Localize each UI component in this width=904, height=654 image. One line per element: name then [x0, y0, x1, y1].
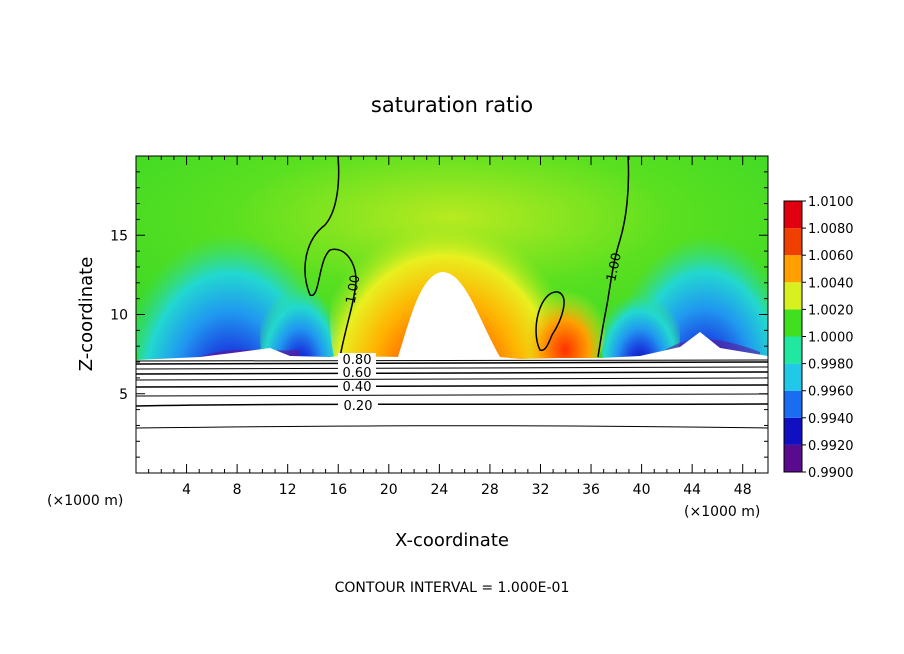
saturation-field	[136, 156, 768, 473]
colorbar-swatch	[784, 363, 802, 391]
y-axis-label: Z-coordinate	[76, 257, 97, 372]
chart-title: saturation ratio	[371, 93, 533, 117]
x-tick-label: 36	[582, 482, 600, 498]
y-tick-label: 10	[110, 308, 128, 324]
x-tick-label: 12	[279, 482, 297, 498]
colorbar: 0.9900 0.9920 0.9940 0.9960 0.9980 1.0000 1.00…	[783, 195, 854, 481]
colorbar-label: 0.9920	[808, 439, 854, 454]
contour-label-020: 0.20	[344, 399, 373, 414]
colorbar-swatch	[784, 201, 802, 229]
colorbar-swatch	[784, 309, 802, 337]
x-unit-left: (×1000 m)	[47, 493, 123, 509]
x-tick-label: 28	[481, 482, 499, 498]
x-tick-label: 24	[430, 482, 448, 498]
y-tick-label: 15	[110, 228, 128, 244]
colorbar-label: 1.0040	[808, 276, 854, 291]
x-tick-label: 32	[532, 482, 550, 498]
y-axis: 5 10 15	[110, 171, 768, 458]
colorbar-label: 1.0020	[808, 303, 854, 318]
contour-label-100-left: 1.00	[344, 274, 364, 305]
colorbar-swatch	[784, 390, 802, 418]
colorbar-swatch	[784, 255, 802, 283]
colorbar-swatch	[784, 228, 802, 256]
contour-label-040: 0.40	[343, 380, 372, 395]
colorbar-label: 0.9900	[808, 466, 854, 481]
x-unit-right: (×1000 m)	[684, 504, 760, 520]
x-tick-label: 4	[182, 482, 191, 498]
colorbar-label: 1.0060	[808, 249, 854, 264]
x-tick-label: 44	[683, 482, 701, 498]
x-tick-label: 48	[734, 482, 752, 498]
colorbar-label: 1.0080	[808, 222, 854, 237]
contour-label-100-right: 1.00	[604, 252, 625, 283]
contour-interval-note: CONTOUR INTERVAL = 1.000E-01	[335, 580, 570, 596]
contour-label-080: 0.80	[343, 353, 372, 368]
x-axis-label: X-coordinate	[395, 530, 509, 551]
colorbar-swatch	[784, 282, 802, 310]
contour-label-060: 0.60	[343, 366, 372, 381]
contour-labels: 1.00 1.00 0.80 0.60 0.40 0.20	[338, 252, 625, 414]
colorbar-swatch	[784, 444, 802, 472]
contour-lines	[136, 156, 768, 429]
y-tick-label: 5	[119, 387, 128, 403]
x-tick-label: 20	[380, 482, 398, 498]
x-tick-label: 16	[329, 482, 347, 498]
colorbar-label: 0.9940	[808, 412, 854, 427]
x-axis: 4 8 12 16 20 24 28 32 36 40 44 48	[148, 156, 756, 498]
colorbar-label: 0.9960	[808, 385, 854, 400]
x-tick-label: 8	[233, 482, 242, 498]
colorbar-label: 1.0100	[808, 195, 854, 210]
colorbar-label: 0.9980	[808, 358, 854, 373]
colorbar-swatch	[784, 417, 802, 445]
x-tick-label: 40	[633, 482, 651, 498]
colorbar-swatch	[784, 336, 802, 364]
colorbar-label: 1.0000	[808, 331, 854, 346]
